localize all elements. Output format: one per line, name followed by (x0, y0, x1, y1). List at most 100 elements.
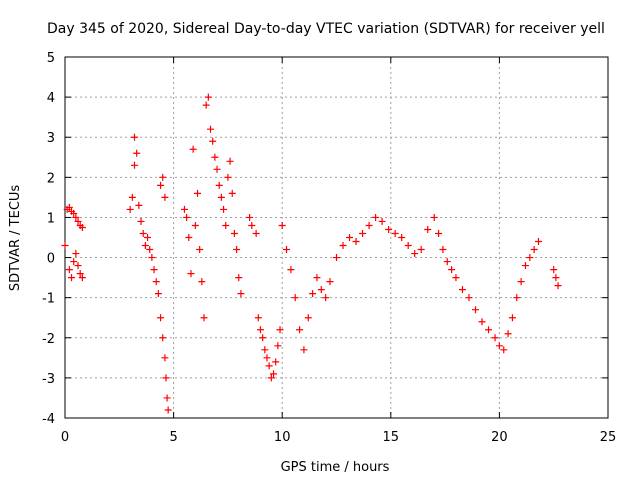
data-point (424, 225, 432, 233)
data-point (144, 234, 152, 241)
data-point (391, 229, 399, 237)
data-point (465, 294, 473, 302)
data-point (404, 242, 412, 250)
x-tick-label: 15 (383, 430, 400, 445)
y-tick-label: 4 (47, 91, 55, 106)
data-point (220, 205, 228, 213)
data-point (495, 342, 503, 350)
data-point (146, 246, 154, 254)
data-point (217, 193, 225, 201)
data-point (478, 318, 486, 326)
data-point (372, 213, 380, 221)
y-tick-label: -2 (42, 332, 55, 347)
data-point (554, 282, 562, 290)
data-point (365, 221, 373, 229)
data-point (270, 370, 278, 378)
data-point (148, 254, 156, 262)
data-point (161, 354, 169, 362)
x-tick-label: 5 (169, 430, 177, 445)
data-point (78, 274, 86, 282)
data-point (233, 246, 241, 254)
data-point (207, 125, 215, 133)
data-point (76, 270, 84, 278)
data-point (513, 294, 521, 302)
data-point (313, 274, 321, 282)
data-point (265, 362, 273, 370)
data-point (193, 189, 201, 197)
data-point (296, 326, 304, 334)
data-point (211, 153, 219, 161)
data-point (152, 278, 160, 286)
y-tick-label: 2 (47, 171, 55, 186)
data-point (180, 205, 188, 213)
y-tick-label: 5 (47, 51, 55, 66)
data-point (491, 334, 499, 342)
y-tick-label: -1 (42, 292, 55, 307)
data-point (126, 205, 134, 213)
data-point (135, 201, 143, 209)
data-point (159, 173, 167, 181)
data-point (185, 234, 193, 241)
data-point (209, 137, 217, 145)
data-point (222, 221, 230, 229)
x-tick-label: 20 (491, 430, 508, 445)
data-point (137, 217, 145, 225)
data-point (74, 217, 82, 225)
data-point (287, 266, 295, 274)
data-point (526, 254, 534, 262)
data-point (65, 203, 73, 211)
y-axis-label: SDTVAR / TECUs (8, 185, 23, 292)
data-point (263, 354, 271, 362)
data-point (378, 217, 386, 225)
data-point (202, 101, 210, 109)
data-point (72, 250, 80, 258)
data-point (448, 266, 456, 274)
data-point (230, 229, 238, 237)
data-point (439, 246, 447, 254)
y-tick-labels: -4 -3 -2 -1 0 1 2 3 4 5 (42, 51, 55, 427)
y-tick-label: 0 (47, 252, 55, 267)
data-point (272, 358, 280, 366)
data-point (304, 314, 312, 322)
data-point (248, 221, 256, 229)
data-point (131, 133, 139, 141)
data-point (70, 258, 78, 266)
data-point (198, 278, 206, 286)
data-point (70, 209, 78, 217)
data-point (309, 290, 317, 298)
data-point (164, 406, 172, 414)
data-point (256, 326, 264, 334)
data-point (278, 221, 286, 229)
data-point (65, 266, 73, 274)
data-point (72, 213, 80, 221)
data-point (228, 189, 236, 197)
data-point (452, 274, 460, 282)
data-point (417, 246, 425, 254)
data-point (339, 242, 347, 250)
data-point (213, 165, 221, 173)
data-point (235, 274, 243, 282)
data-point (504, 330, 512, 338)
data-point (157, 181, 165, 189)
data-point (552, 274, 560, 282)
data-point (300, 346, 308, 354)
data-point (430, 213, 438, 221)
data-point (485, 326, 493, 334)
data-point (346, 234, 354, 241)
data-point (359, 229, 367, 237)
data-point (237, 290, 245, 298)
data-point (189, 145, 197, 153)
data-point (500, 346, 508, 354)
x-tick-labels: 0 5 10 15 20 25 (61, 430, 616, 445)
data-point (326, 278, 334, 286)
data-point (68, 274, 76, 282)
data-point (196, 246, 204, 254)
data-point (517, 278, 525, 286)
y-tick-label: 1 (47, 211, 55, 226)
data-point (291, 294, 299, 302)
data-point (254, 314, 262, 322)
y-tick-label: 3 (47, 131, 55, 146)
data-point (274, 342, 282, 350)
data-point (61, 242, 69, 250)
